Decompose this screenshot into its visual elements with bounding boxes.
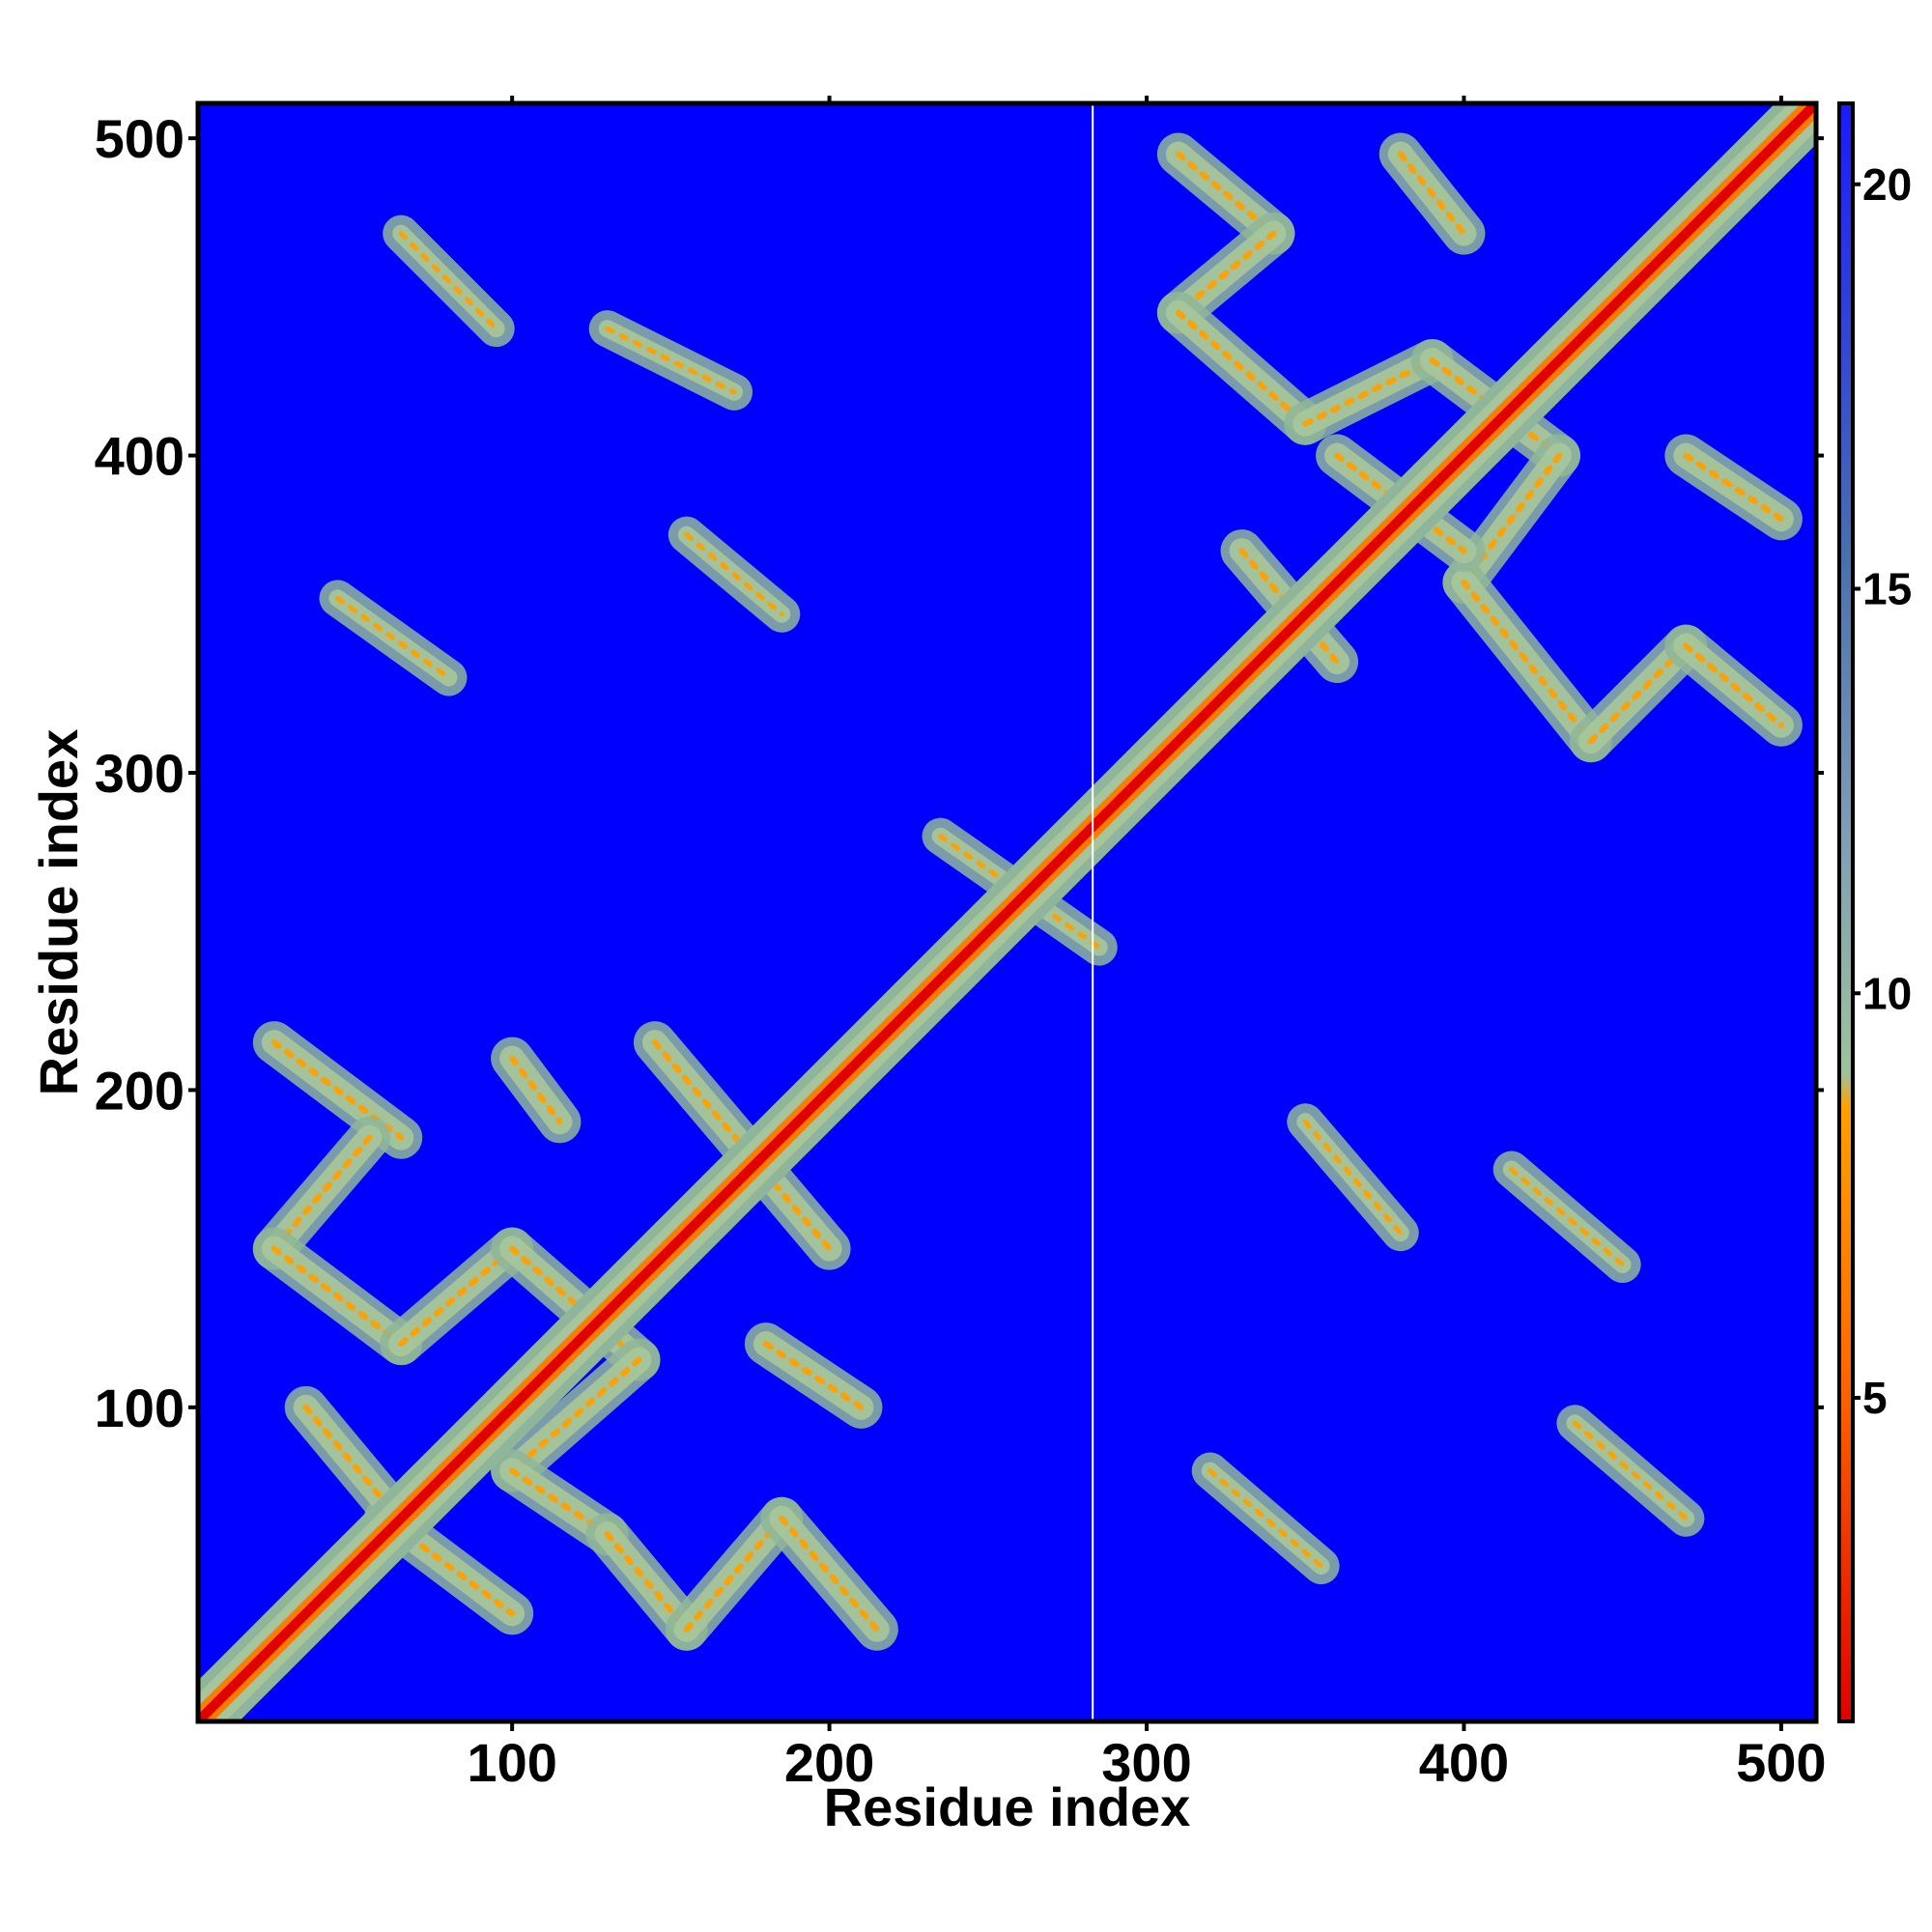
colorbar-tick-label: 15 [1862,564,1912,614]
contact-band-layer [1175,309,1309,427]
inter-domain-contact [383,214,515,348]
contact-band [491,1037,582,1144]
contact-band [284,1385,407,1524]
x-tick-label: 100 [467,1732,556,1793]
contact-band-layer [302,1404,388,1506]
inter-domain-contact-layer [684,532,784,617]
axes: 100 200 300 400 500 100 200 300 400 500 [95,96,1827,1793]
contact-band-layer [1683,452,1784,523]
x-tick-label: 500 [1736,1732,1826,1793]
colorbar: 5 10 15 20 [1837,101,1912,1723]
contact-band [1664,624,1803,747]
contact-band-layer [604,1531,690,1633]
contact-band-layer [1302,357,1435,427]
inter-domain-contact [668,516,801,633]
colorbar-tick-label: 20 [1862,159,1912,210]
contact-band [1664,434,1803,541]
contact-band [252,1227,423,1366]
heatmap-area [198,103,1816,1721]
contact-band-layer [683,1515,785,1633]
y-axis-title: Residue index [28,729,89,1096]
colorbar-gradient [1837,101,1855,1723]
inter-domain-contact-layer [1509,1167,1626,1267]
x-axis-title: Residue index [824,1776,1191,1837]
inter-domain-contact-layer [398,231,499,331]
contact-band [252,1116,391,1270]
contact-band [1378,132,1486,255]
contact-band-layer [1175,151,1277,237]
contact-band-layer [1683,642,1784,728]
contact-band-layer [398,1245,516,1348]
contact-band-layer [270,1134,373,1252]
y-tick-label: 500 [95,108,185,169]
contact-band-layer [509,1055,563,1125]
contact-band-layer [762,1341,865,1410]
plot-frame [195,100,1819,1724]
inter-domain-contact [1191,1452,1340,1585]
contact-band [1284,339,1454,445]
contact-band [1156,291,1327,445]
contact-band-layer [270,1245,405,1348]
contact-band-layer [1238,548,1341,666]
contact-band-layer [1587,642,1690,745]
diagonal-layer [198,103,1816,1721]
y-tick-label: 100 [95,1378,185,1438]
contact-band [1569,624,1708,763]
contact-band-layer [509,1356,642,1474]
inter-domain-contact-layer [1208,1468,1324,1569]
contact-band [380,1227,534,1366]
colorbar-tick-label: 10 [1862,968,1912,1018]
y-tick-label: 300 [95,743,185,804]
contact-band [1442,560,1612,763]
inter-domain-contact-layer [1302,1119,1404,1236]
inter-domain-contact [319,580,468,696]
contact-band-layer [1461,579,1594,745]
inter-domain-contact [1556,1405,1705,1537]
x-tick-label: 200 [784,1732,874,1793]
x-tick-label: 400 [1419,1732,1509,1793]
inter-domain-contact-layer [335,595,451,680]
diagonal-band [198,103,1816,1721]
contact-band [491,1338,661,1492]
colorbar-tick-label: 5 [1862,1373,1888,1423]
y-tick-label: 400 [95,426,185,487]
contact-band [744,1322,883,1429]
y-tick-label: 200 [95,1060,185,1121]
contact-band [760,1496,898,1651]
contact-band-layer [1397,151,1467,237]
contact-band [665,1496,804,1651]
inter-domain-contact [1492,1151,1641,1284]
inter-domain-contact [588,310,753,411]
contact-band-layer [1175,230,1277,316]
inter-domain-contact [1287,1103,1419,1252]
contact-band-layer [382,1515,516,1617]
inter-domain-contact-layer [1572,1420,1689,1521]
x-tick-label: 300 [1101,1732,1191,1793]
contact-band-layer [779,1515,880,1633]
inter-domain-contact-layer [605,326,737,395]
contact-band-layer [651,1039,833,1252]
